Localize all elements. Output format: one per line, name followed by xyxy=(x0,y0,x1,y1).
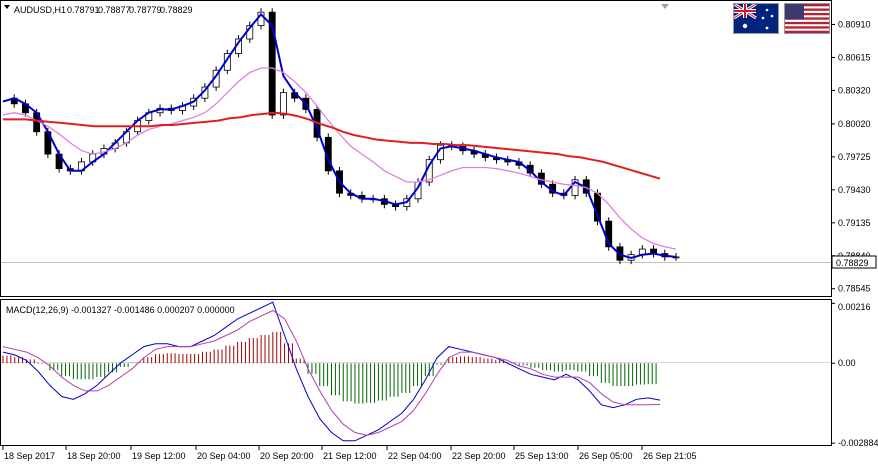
ohlc-low: 0.78779 xyxy=(129,5,162,15)
price-tick-label: 0.79725 xyxy=(838,152,871,162)
macd-title: MACD(12,26,9) -0.001327 -0.001486 0.0002… xyxy=(6,305,235,315)
signal-line xyxy=(2,309,661,436)
ohlc-close: 0.78829 xyxy=(160,5,193,15)
macd-tick-label: 0.00 xyxy=(838,358,856,368)
candle-body xyxy=(571,179,579,196)
candle-body xyxy=(279,92,287,116)
medium-ma-line xyxy=(2,67,677,250)
price-tick-label: 0.80320 xyxy=(838,85,871,95)
time-tick-label: 26 Sep 05:00 xyxy=(579,451,633,461)
chart-title: AUDUSD,H1 xyxy=(14,5,66,15)
candle-body xyxy=(268,11,276,116)
scroll-marker-icon[interactable] xyxy=(661,4,669,9)
usa-flag-icon xyxy=(784,3,830,34)
time-tick-label: 18 Sep 2017 xyxy=(4,451,55,461)
time-tick-label: 19 Sep 12:00 xyxy=(132,451,186,461)
macd-lines-layer xyxy=(2,301,661,442)
fast-ma-line xyxy=(2,12,677,260)
time-tick-label: 18 Sep 20:00 xyxy=(67,451,121,461)
macd-tick-label: 0.00216 xyxy=(838,302,871,312)
australia-flag-icon xyxy=(733,2,779,34)
price-tick-label: 0.78545 xyxy=(838,284,871,294)
price-tick-label: 0.79135 xyxy=(838,218,871,228)
time-tick-label: 22 Sep 20:00 xyxy=(452,451,506,461)
time-tick-label: 20 Sep 20:00 xyxy=(260,451,314,461)
slow-ma-line xyxy=(3,111,661,180)
ohlc-open: 0.78791 xyxy=(67,5,100,15)
price-tick-label: 0.80910 xyxy=(838,19,871,29)
ohlc-high: 0.78877 xyxy=(98,5,131,15)
time-tick-label: 26 Sep 21:05 xyxy=(643,451,697,461)
symbol-header: AUDUSD,H1 0.78791 0.78877 0.78779 0.7882… xyxy=(4,5,193,15)
macd-histogram-layer xyxy=(2,331,657,404)
collapse-triangle-icon[interactable] xyxy=(4,5,10,9)
macd-line xyxy=(2,301,661,442)
price-tick-label: 0.80615 xyxy=(838,52,871,62)
moving-averages-layer xyxy=(2,12,677,260)
time-tick-label: 25 Sep 13:00 xyxy=(515,451,569,461)
price-tick-label: 0.80020 xyxy=(838,119,871,129)
macd-panel-frame xyxy=(0,299,832,446)
price-panel-frame xyxy=(0,0,832,297)
current-price-label: 0.78829 xyxy=(836,258,869,268)
x-axis-labels: 18 Sep 2017 18 Sep 20:00 19 Sep 12:00 20 Se… xyxy=(2,446,697,461)
time-tick-label: 22 Sep 04:00 xyxy=(388,451,442,461)
time-tick-label: 21 Sep 12:00 xyxy=(323,451,377,461)
macd-tick-label: -0.002884 xyxy=(838,438,878,448)
current-price-tag: 0.78829 xyxy=(831,255,877,269)
price-tick-label: 0.79430 xyxy=(838,185,871,195)
time-tick-label: 20 Sep 04:00 xyxy=(197,451,251,461)
